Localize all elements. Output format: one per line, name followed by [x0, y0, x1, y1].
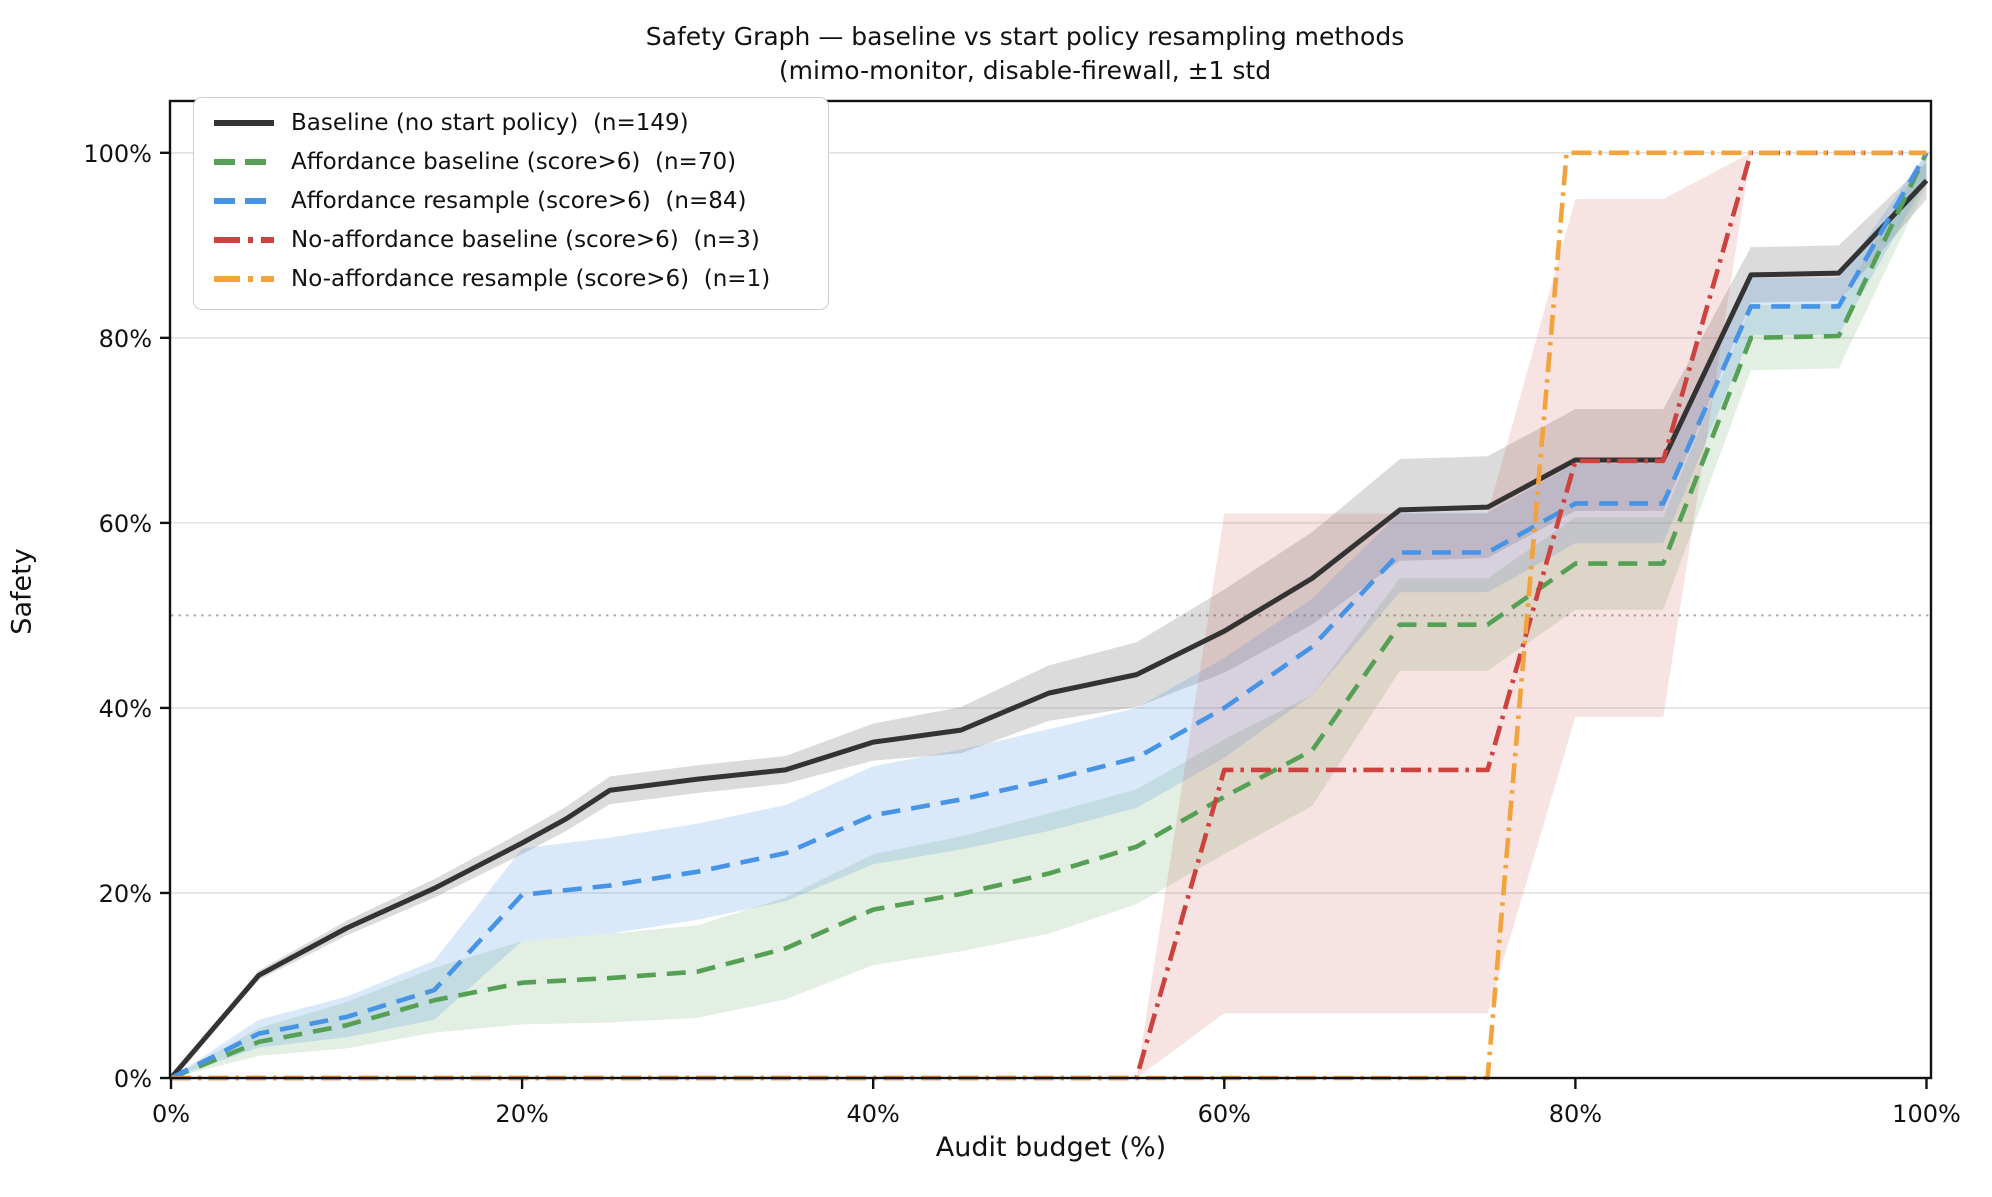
legend-item-no-affordance-resample: No-affordance resample (score>6) (n=1)	[194, 260, 770, 298]
series-line-2	[169, 151, 1929, 1081]
y-tick-label-20%: 20%	[99, 880, 152, 908]
x-tick-label-0%: 0%	[152, 1100, 190, 1128]
band-series-2	[171, 152, 1927, 1078]
y-tick-label-100%: 100%	[83, 140, 152, 168]
chart-subtitle: (mimo-monitor, disable-firewall, ±1 std	[778, 56, 1272, 85]
affordance-baseline-line-swatch	[214, 159, 274, 165]
y-tick-label-80%: 80%	[99, 325, 152, 353]
series-line-1	[170, 151, 1929, 1081]
y-tick-label-0%: 0%	[114, 1065, 152, 1093]
series-line-4	[171, 150, 1927, 1081]
x-tick-label-80%: 80%	[1549, 1100, 1602, 1128]
y-axis-label: Safety	[6, 548, 38, 635]
band-series-0	[171, 162, 1927, 1078]
chart-title: Safety Graph — baseline vs start policy …	[645, 22, 1405, 51]
x-tick-label-100%: 100%	[1892, 1100, 1961, 1128]
x-tick-label-60%: 60%	[1198, 1100, 1251, 1128]
affordance-resample-line-swatch	[214, 198, 274, 204]
no-affordance-resample-line-swatch	[214, 276, 274, 282]
y-tick-label-40%: 40%	[99, 695, 152, 723]
legend-item-baseline: Baseline (no start policy) (n=149)	[194, 104, 689, 142]
x-tick-label-40%: 40%	[847, 1100, 900, 1128]
legend-item-affordance-baseline: Affordance baseline (score>6) (n=70)	[194, 143, 736, 181]
legend-item-no-affordance-baseline: No-affordance baseline (score>6) (n=3)	[194, 221, 760, 259]
no-affordance-baseline-line-swatch	[214, 237, 274, 243]
baseline-line-swatch	[214, 120, 274, 126]
x-axis-label: Audit budget (%)	[935, 1132, 1167, 1163]
series-line-3	[171, 150, 1927, 1081]
legend-box: Baseline (no start policy) (n=149) Affor…	[193, 97, 829, 310]
plot-border	[168, 99, 1933, 1080]
band-series-3	[1136, 152, 1751, 1078]
band-series-1	[171, 152, 1927, 1078]
legend-item-affordance-resample: Affordance resample (score>6) (n=84)	[194, 182, 746, 220]
y-tick-label-60%: 60%	[99, 510, 152, 538]
x-tick-label-20%: 20%	[495, 1100, 548, 1128]
